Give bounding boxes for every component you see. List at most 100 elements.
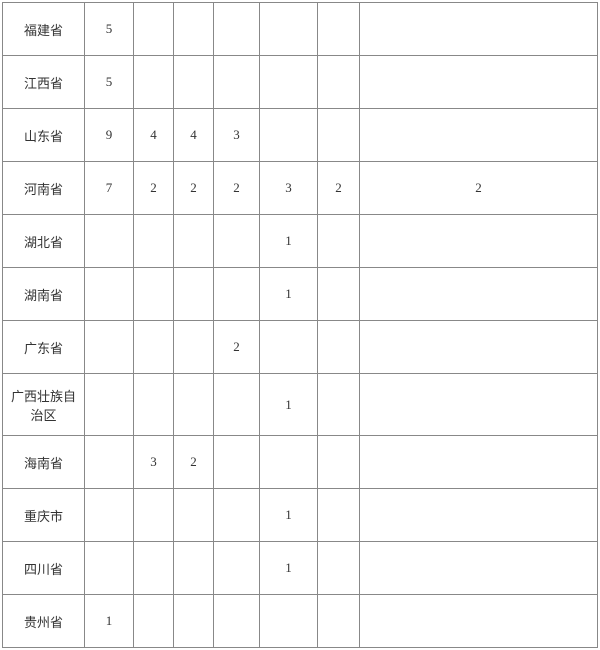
- table-row: 重庆市 1: [3, 489, 598, 542]
- table-row: 山东省9443: [3, 109, 598, 162]
- data-table: 福建省5江西省5山东省9443河南省7222322湖北省1湖南省1广东省2广西壮…: [2, 2, 598, 648]
- table-row: 四川省 1: [3, 542, 598, 595]
- value-cell-6: [318, 56, 360, 109]
- value-cell-5: 1: [260, 542, 318, 595]
- value-cell-7: [360, 436, 598, 489]
- province-cell: 四川省: [3, 542, 85, 595]
- value-cell-7: 2: [360, 162, 598, 215]
- value-cell-7: [360, 374, 598, 436]
- value-cell-1: [85, 542, 134, 595]
- value-cell-4: 3: [214, 109, 260, 162]
- value-cell-4: [214, 3, 260, 56]
- value-cell-1: [85, 321, 134, 374]
- value-cell-1: [85, 268, 134, 321]
- value-cell-5: [260, 436, 318, 489]
- value-cell-3: [174, 374, 214, 436]
- value-cell-2: 4: [134, 109, 174, 162]
- value-cell-2: [134, 595, 174, 648]
- value-cell-4: 2: [214, 321, 260, 374]
- value-cell-3: [174, 3, 214, 56]
- province-cell: 广西壮族自治区: [3, 374, 85, 436]
- value-cell-5: 3: [260, 162, 318, 215]
- value-cell-6: 2: [318, 162, 360, 215]
- value-cell-5: [260, 3, 318, 56]
- value-cell-5: 1: [260, 489, 318, 542]
- value-cell-6: [318, 109, 360, 162]
- table-row: 广西壮族自治区 1: [3, 374, 598, 436]
- value-cell-2: [134, 542, 174, 595]
- value-cell-7: [360, 489, 598, 542]
- value-cell-7: [360, 215, 598, 268]
- value-cell-5: [260, 595, 318, 648]
- province-cell: 湖北省: [3, 215, 85, 268]
- value-cell-6: [318, 215, 360, 268]
- value-cell-3: [174, 542, 214, 595]
- value-cell-5: [260, 56, 318, 109]
- value-cell-6: [318, 436, 360, 489]
- value-cell-3: [174, 56, 214, 109]
- value-cell-6: [318, 321, 360, 374]
- value-cell-6: [318, 595, 360, 648]
- value-cell-3: [174, 215, 214, 268]
- value-cell-1: 7: [85, 162, 134, 215]
- value-cell-2: [134, 56, 174, 109]
- value-cell-1: 1: [85, 595, 134, 648]
- value-cell-4: [214, 542, 260, 595]
- value-cell-3: [174, 489, 214, 542]
- value-cell-4: [214, 268, 260, 321]
- value-cell-4: [214, 489, 260, 542]
- province-cell: 重庆市: [3, 489, 85, 542]
- value-cell-2: 3: [134, 436, 174, 489]
- value-cell-1: 5: [85, 56, 134, 109]
- value-cell-2: [134, 374, 174, 436]
- table-row: 海南省32: [3, 436, 598, 489]
- table-row: 广东省 2: [3, 321, 598, 374]
- value-cell-2: 2: [134, 162, 174, 215]
- value-cell-6: [318, 268, 360, 321]
- value-cell-4: [214, 595, 260, 648]
- value-cell-4: [214, 374, 260, 436]
- value-cell-1: 9: [85, 109, 134, 162]
- value-cell-1: [85, 489, 134, 542]
- value-cell-6: [318, 3, 360, 56]
- value-cell-5: [260, 321, 318, 374]
- value-cell-6: [318, 374, 360, 436]
- table-row: 福建省5: [3, 3, 598, 56]
- value-cell-2: [134, 321, 174, 374]
- province-cell: 湖南省: [3, 268, 85, 321]
- province-cell: 河南省: [3, 162, 85, 215]
- value-cell-2: [134, 268, 174, 321]
- value-cell-3: [174, 321, 214, 374]
- province-cell: 福建省: [3, 3, 85, 56]
- province-cell: 山东省: [3, 109, 85, 162]
- value-cell-7: [360, 268, 598, 321]
- province-cell: 广东省: [3, 321, 85, 374]
- table-row: 江西省5: [3, 56, 598, 109]
- value-cell-5: 1: [260, 374, 318, 436]
- value-cell-2: [134, 489, 174, 542]
- value-cell-4: 2: [214, 162, 260, 215]
- value-cell-7: [360, 3, 598, 56]
- value-cell-4: [214, 215, 260, 268]
- value-cell-1: [85, 374, 134, 436]
- value-cell-6: [318, 489, 360, 542]
- value-cell-5: 1: [260, 215, 318, 268]
- value-cell-1: [85, 436, 134, 489]
- value-cell-3: 2: [174, 436, 214, 489]
- value-cell-7: [360, 595, 598, 648]
- value-cell-5: [260, 109, 318, 162]
- value-cell-1: [85, 215, 134, 268]
- table-row: 湖北省 1: [3, 215, 598, 268]
- table-body: 福建省5江西省5山东省9443河南省7222322湖北省1湖南省1广东省2广西壮…: [3, 3, 598, 648]
- value-cell-7: [360, 109, 598, 162]
- value-cell-2: [134, 215, 174, 268]
- value-cell-3: 2: [174, 162, 214, 215]
- value-cell-3: 4: [174, 109, 214, 162]
- value-cell-2: [134, 3, 174, 56]
- value-cell-7: [360, 321, 598, 374]
- province-cell: 贵州省: [3, 595, 85, 648]
- value-cell-3: [174, 595, 214, 648]
- value-cell-6: [318, 542, 360, 595]
- value-cell-1: 5: [85, 3, 134, 56]
- value-cell-4: [214, 436, 260, 489]
